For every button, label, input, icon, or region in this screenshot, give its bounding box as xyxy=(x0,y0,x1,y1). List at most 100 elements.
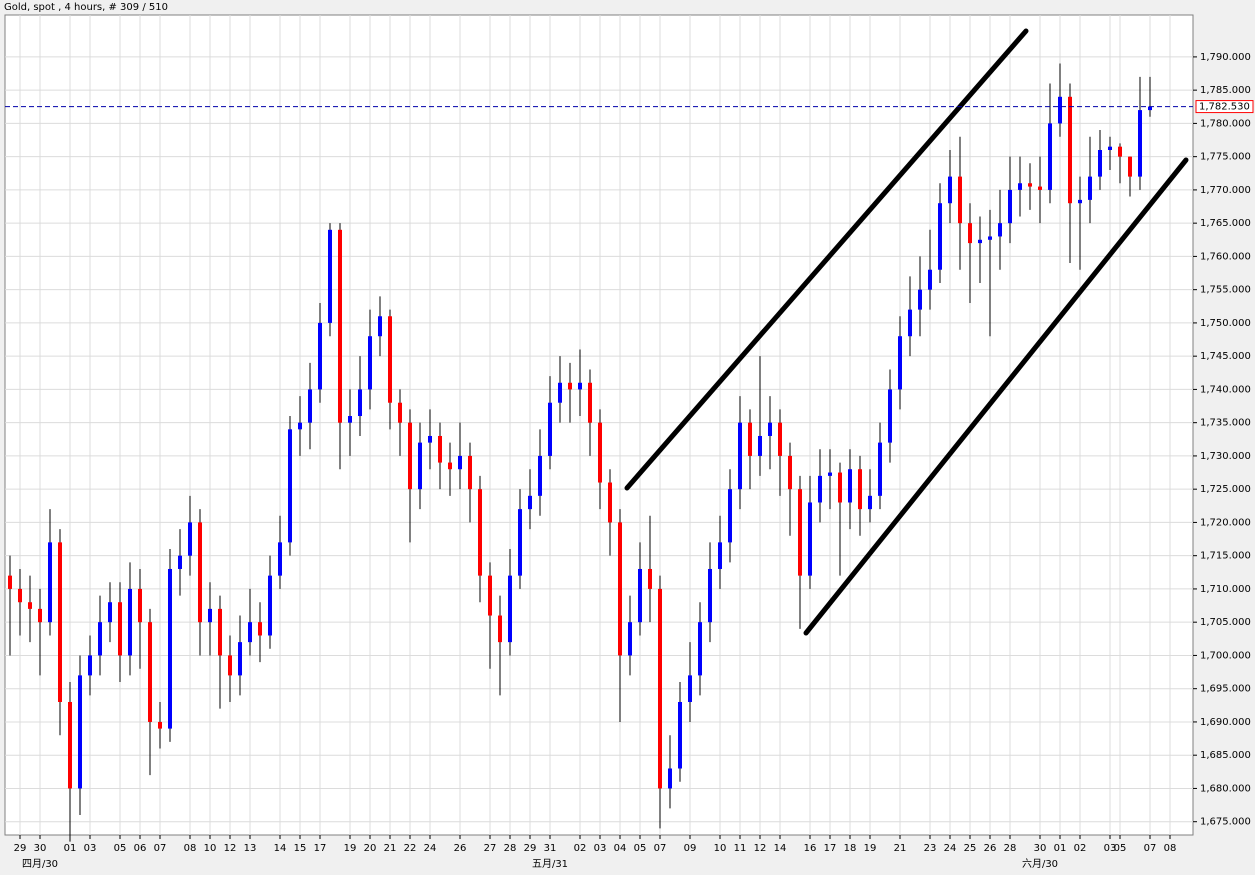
candle-body xyxy=(588,382,592,423)
candle-body xyxy=(698,622,702,676)
y-tick-label: 1,745.000 xyxy=(1200,351,1251,362)
candle-body xyxy=(228,655,232,676)
candle-body xyxy=(688,675,692,702)
candle-body xyxy=(968,223,972,244)
x-tick-label: 01 xyxy=(64,843,77,854)
candle-body xyxy=(738,422,742,490)
candle-body xyxy=(338,229,342,423)
y-tick-label: 1,705.000 xyxy=(1200,617,1251,628)
x-tick-label: 12 xyxy=(754,843,767,854)
x-tick-label: 19 xyxy=(864,843,877,854)
candle-body xyxy=(558,382,562,403)
candle-body xyxy=(28,602,32,609)
candle-body xyxy=(258,622,262,636)
candle-body xyxy=(1068,96,1072,204)
y-tick-label: 1,790.000 xyxy=(1200,52,1251,63)
y-tick-label: 1,735.000 xyxy=(1200,418,1251,429)
x-tick-label: 30 xyxy=(34,843,47,854)
x-tick-label: 13 xyxy=(244,843,257,854)
candle-body xyxy=(958,176,962,224)
x-tick-label: 10 xyxy=(714,843,727,854)
candle-body xyxy=(1138,110,1142,177)
x-tick-label: 03 xyxy=(594,843,607,854)
candle-body xyxy=(708,568,712,623)
candle-body xyxy=(418,442,422,490)
candle-body xyxy=(638,568,642,623)
y-tick-label: 1,680.000 xyxy=(1200,783,1251,794)
x-tick-label: 07 xyxy=(1144,843,1157,854)
candle-body xyxy=(1048,123,1052,190)
candle-body xyxy=(828,472,832,476)
x-tick-label: 10 xyxy=(204,843,217,854)
chart-title: Gold, spot , 4 hours, # 309 / 510 xyxy=(4,2,168,13)
candle-body xyxy=(1058,96,1062,124)
candle-body xyxy=(798,489,802,576)
candle-body xyxy=(378,316,382,337)
candle-body xyxy=(1118,146,1122,157)
y-tick-label: 1,675.000 xyxy=(1200,817,1251,828)
y-tick-label: 1,760.000 xyxy=(1200,251,1251,262)
x-tick-label: 11 xyxy=(734,843,747,854)
lower-trend-line xyxy=(803,157,1189,636)
candle-body xyxy=(538,455,542,496)
candle-body xyxy=(188,522,192,556)
candle-body xyxy=(568,382,572,390)
candle-body xyxy=(18,588,22,603)
candle-body xyxy=(578,382,582,390)
x-tick-label: 14 xyxy=(274,843,287,854)
price-label-box xyxy=(1195,100,1254,114)
y-tick-label: 1,755.000 xyxy=(1200,285,1251,296)
x-tick-label: 04 xyxy=(614,843,627,854)
candle-body xyxy=(838,472,842,503)
candle-body xyxy=(668,768,672,789)
x-tick-label: 06 xyxy=(134,843,147,854)
x-tick-label: 31 xyxy=(544,843,557,854)
candle-body xyxy=(498,615,502,643)
x-tick-label: 21 xyxy=(384,843,397,854)
candle-body xyxy=(118,602,122,656)
candle-body xyxy=(858,469,862,510)
candle-body xyxy=(88,655,92,676)
candle-body xyxy=(158,721,162,729)
candle-body xyxy=(398,402,402,423)
candle-body xyxy=(848,469,852,503)
candle-body xyxy=(248,622,252,643)
y-tick-label: 1,725.000 xyxy=(1200,484,1251,495)
x-tick-label: 03 xyxy=(1104,843,1117,854)
y-tick-label: 1,785.000 xyxy=(1200,85,1251,96)
candle-body xyxy=(1128,156,1132,177)
x-tick-label: 02 xyxy=(574,843,587,854)
candle-body xyxy=(208,608,212,623)
candle-body xyxy=(468,455,472,490)
x-tick-label: 08 xyxy=(1164,843,1177,854)
candle-body xyxy=(458,455,462,470)
candle-body xyxy=(598,422,602,483)
x-tick-label: 24 xyxy=(944,843,957,854)
month-label: 五月/31 xyxy=(532,858,568,870)
x-tick-label: 26 xyxy=(454,843,467,854)
x-tick-label: 24 xyxy=(424,843,437,854)
y-tick-label: 1,770.000 xyxy=(1200,185,1251,196)
candle-body xyxy=(938,203,942,270)
candle-body xyxy=(548,402,552,456)
candle-body xyxy=(348,416,352,423)
candle-body xyxy=(1028,183,1032,187)
candle-body xyxy=(998,223,1002,237)
y-tick-label: 1,715.000 xyxy=(1200,551,1251,562)
candle-body xyxy=(308,389,312,423)
candle-body xyxy=(898,336,902,390)
x-tick-label: 23 xyxy=(924,843,937,854)
x-tick-label: 17 xyxy=(314,843,327,854)
y-tick-label: 1,685.000 xyxy=(1200,750,1251,761)
candle-body xyxy=(948,176,952,204)
candle-body xyxy=(38,608,42,623)
month-label: 六月/30 xyxy=(1022,858,1058,870)
candle-body xyxy=(618,522,622,656)
candle-body xyxy=(628,622,632,656)
candle-body xyxy=(768,422,772,436)
candle-body xyxy=(748,422,752,456)
candle-body xyxy=(238,642,242,676)
y-tick-label: 1,740.000 xyxy=(1200,384,1251,395)
candle-body xyxy=(408,422,412,490)
